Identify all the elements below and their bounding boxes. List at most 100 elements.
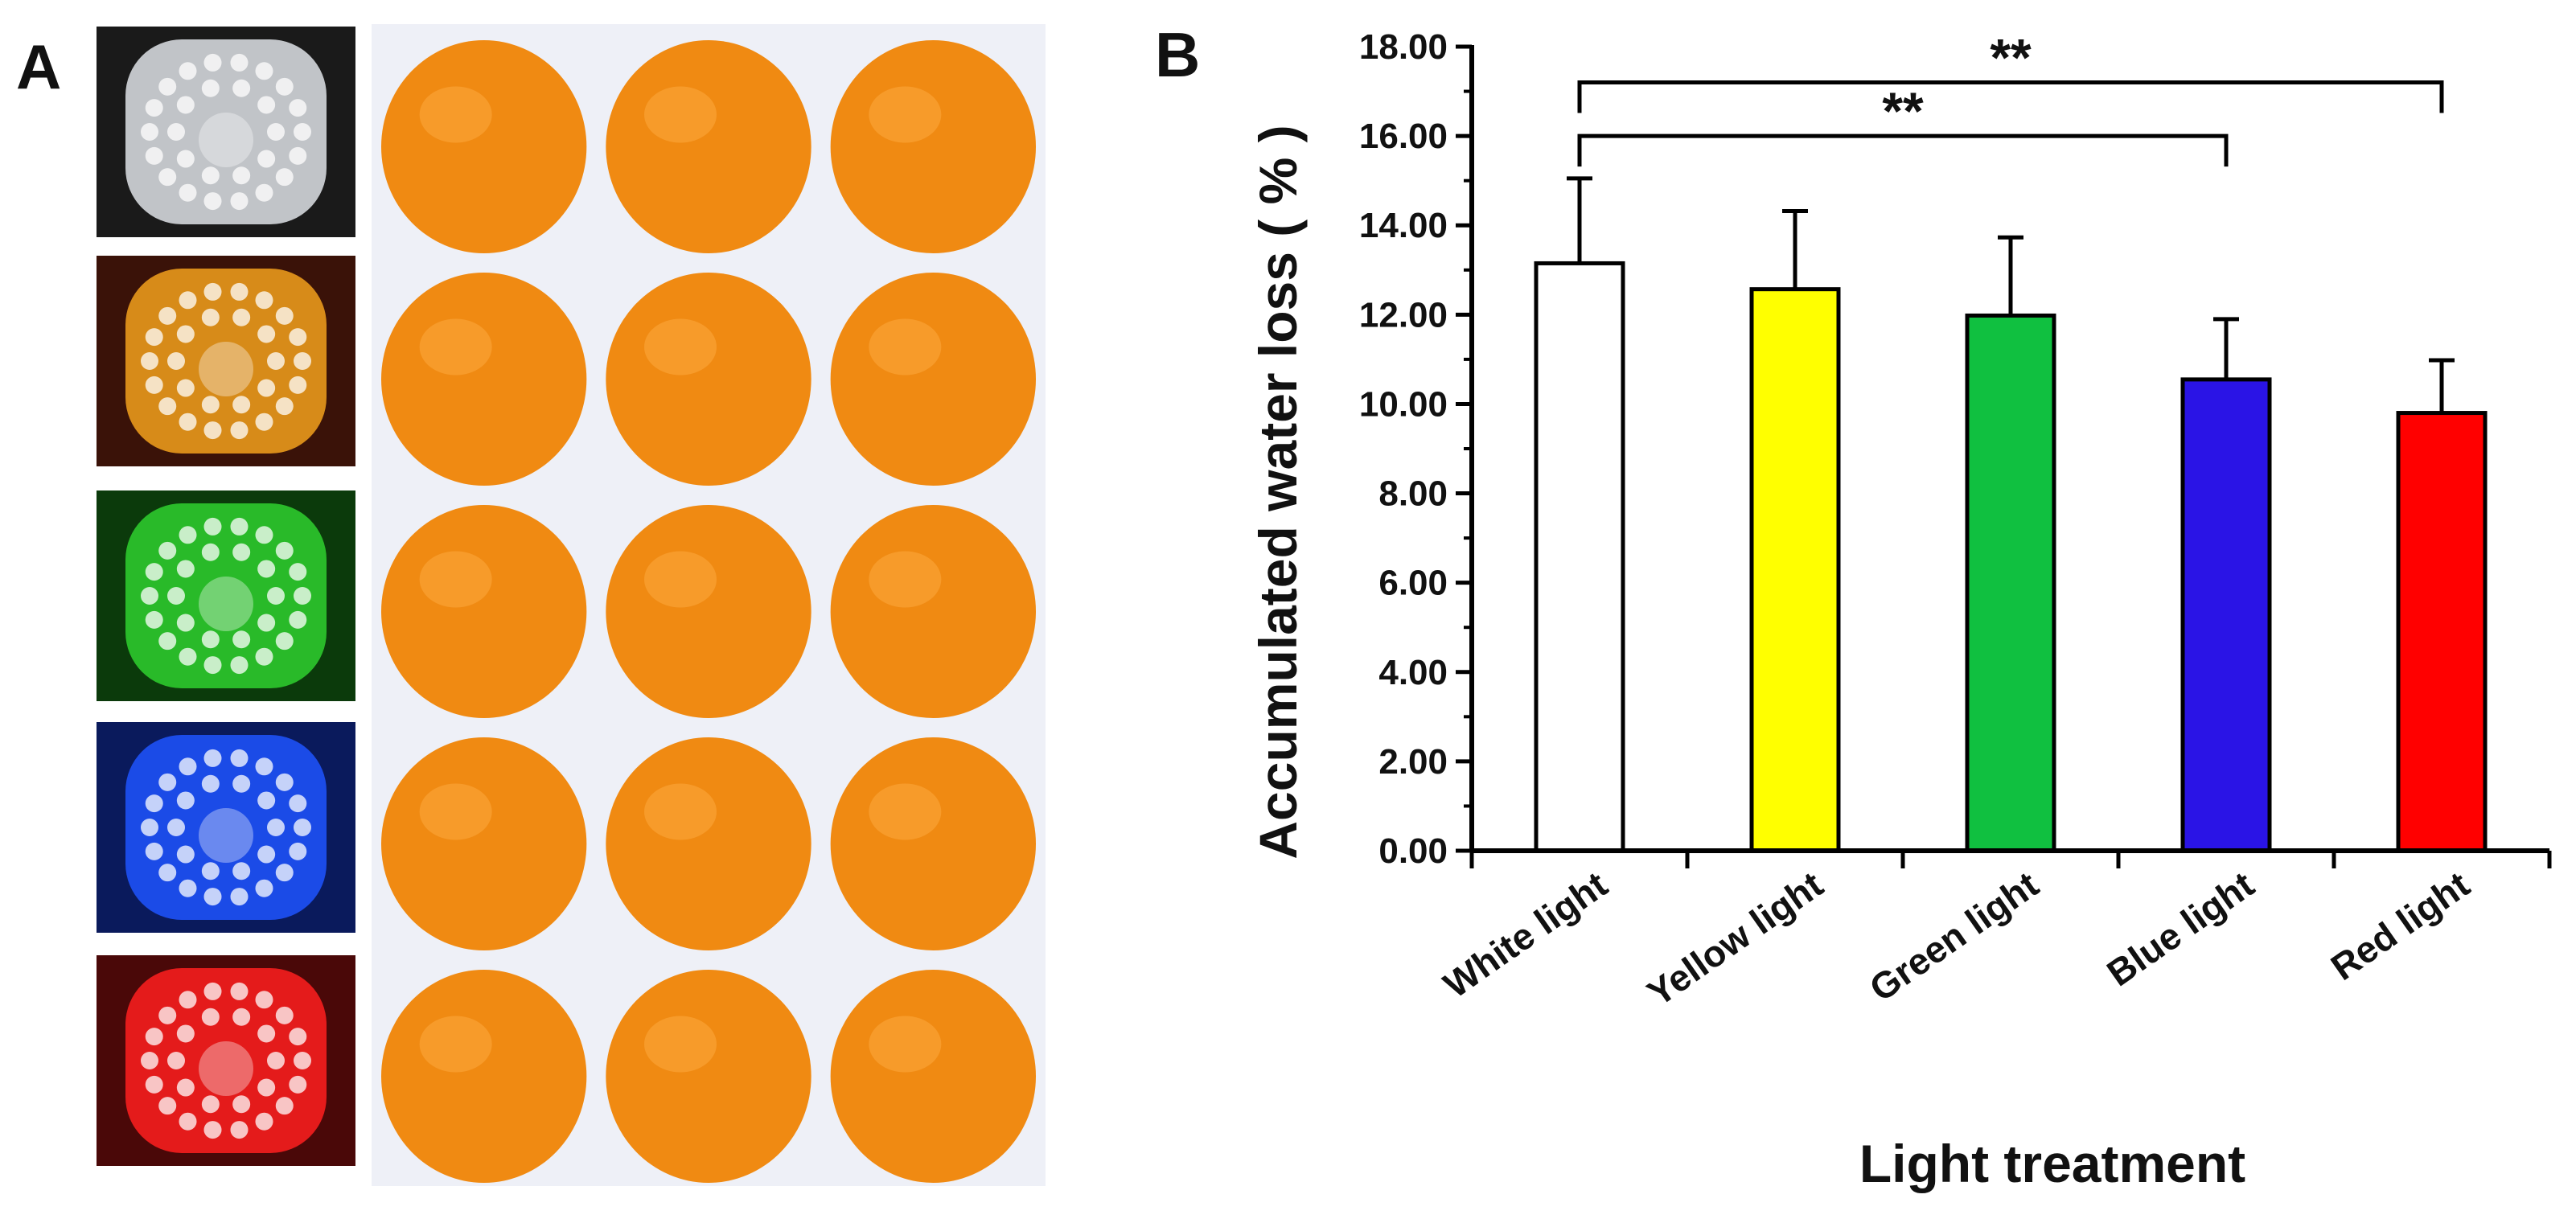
led-dot — [275, 397, 294, 416]
led-dot — [294, 587, 311, 605]
led-dot — [141, 123, 158, 141]
led-dot — [179, 1112, 197, 1131]
led-dot — [267, 819, 285, 836]
led-dot — [275, 306, 294, 325]
orange-highlight — [419, 1016, 492, 1073]
led-dot — [145, 610, 163, 629]
led-photos — [97, 27, 355, 1166]
led-dot — [201, 396, 220, 414]
y-ticks: 0.00 2.00 4.00 6.00 8.00 10.00 12.00 14.00 16.00… — [1359, 27, 1472, 871]
led-dot — [289, 794, 307, 813]
significance-label: ** — [1990, 27, 2032, 87]
x-category-label: Green light — [1862, 864, 2046, 1010]
error-bars — [1567, 176, 2455, 413]
orange-highlight — [419, 318, 492, 376]
led-dot — [232, 308, 251, 326]
led-dot — [257, 791, 276, 810]
led-dot — [275, 632, 294, 651]
led-dot — [230, 982, 249, 1000]
led-dot — [275, 1006, 294, 1024]
y-axis-title: Accumulated water loss ( % ) — [1248, 125, 1308, 859]
led-dot — [289, 1075, 307, 1094]
led-dot — [201, 774, 220, 793]
led-dot — [203, 192, 222, 211]
significance-brackets: ** ** — [1577, 27, 2444, 167]
significance-label: ** — [1882, 81, 1924, 141]
orange-highlight — [644, 1016, 717, 1073]
led-dot — [179, 647, 197, 666]
orange — [381, 970, 587, 1183]
led-dot — [176, 791, 195, 810]
led-dot — [179, 62, 197, 80]
y-tick-label: 14.00 — [1359, 206, 1448, 245]
orange — [381, 737, 587, 950]
led-dot — [255, 879, 273, 897]
y-tick-label: 4.00 — [1378, 653, 1448, 692]
y-tick-label: 18.00 — [1359, 27, 1448, 67]
led-dot — [201, 1095, 220, 1114]
y-tick-label: 2.00 — [1378, 742, 1448, 782]
led-dot — [201, 1008, 220, 1026]
led-dot — [232, 543, 251, 561]
x-categories: White light Yellow light Green light Blue l… — [1436, 851, 2552, 1014]
led-dot — [158, 397, 177, 416]
panel-a-label: A — [16, 31, 61, 102]
orange — [830, 970, 1037, 1183]
led-dot — [201, 862, 220, 880]
led-dot — [167, 587, 185, 605]
led-dot — [201, 630, 220, 649]
led-photo — [97, 955, 355, 1166]
led-dot — [257, 96, 276, 114]
led-dot — [257, 379, 276, 397]
bar — [2396, 411, 2488, 853]
led-dot — [255, 647, 273, 666]
led-dot — [267, 587, 285, 605]
led-dot — [176, 614, 195, 632]
led-dot — [167, 123, 185, 141]
led-dot — [267, 352, 285, 370]
led-dot — [255, 991, 273, 1009]
orange — [381, 505, 587, 718]
orange-highlight — [644, 783, 717, 840]
orange — [606, 737, 811, 950]
led-dot — [289, 146, 307, 165]
led-dot — [145, 563, 163, 581]
led-dot — [201, 543, 220, 561]
led-dot — [179, 757, 197, 776]
led-dot — [203, 421, 222, 440]
led-dot — [145, 146, 163, 165]
led-dot — [257, 325, 276, 343]
led-dot — [145, 376, 163, 394]
bar — [2180, 377, 2272, 853]
orange-highlight — [644, 551, 717, 608]
led-dot — [275, 541, 294, 560]
led-dot — [176, 379, 195, 397]
panel-b: B 0.00 2.00 4.00 6.00 8.00 10.00 12.00 14.00 16.… — [1155, 19, 2552, 1193]
led-dot — [145, 842, 163, 860]
orange-highlight — [419, 86, 492, 143]
orange-highlight — [869, 1016, 942, 1073]
led-dot — [158, 1097, 177, 1115]
orange-highlight — [869, 783, 942, 840]
led-dot — [176, 150, 195, 168]
led-dot — [289, 842, 307, 860]
led-dot — [179, 412, 197, 431]
led-dot — [267, 123, 285, 141]
led-dot — [232, 774, 251, 793]
orange — [381, 40, 587, 253]
led-dot — [257, 1078, 276, 1097]
orange-highlight — [869, 318, 942, 376]
led-center — [199, 1041, 253, 1096]
significance-bracket — [1577, 133, 2229, 167]
led-dot — [294, 123, 311, 141]
led-dot — [275, 864, 294, 882]
orange — [830, 40, 1037, 253]
led-dot — [176, 325, 195, 343]
orange — [606, 273, 811, 486]
orange — [830, 737, 1037, 950]
led-dot — [201, 166, 220, 185]
led-dot — [275, 1097, 294, 1115]
led-dot — [232, 1008, 251, 1026]
led-dot — [158, 306, 177, 325]
